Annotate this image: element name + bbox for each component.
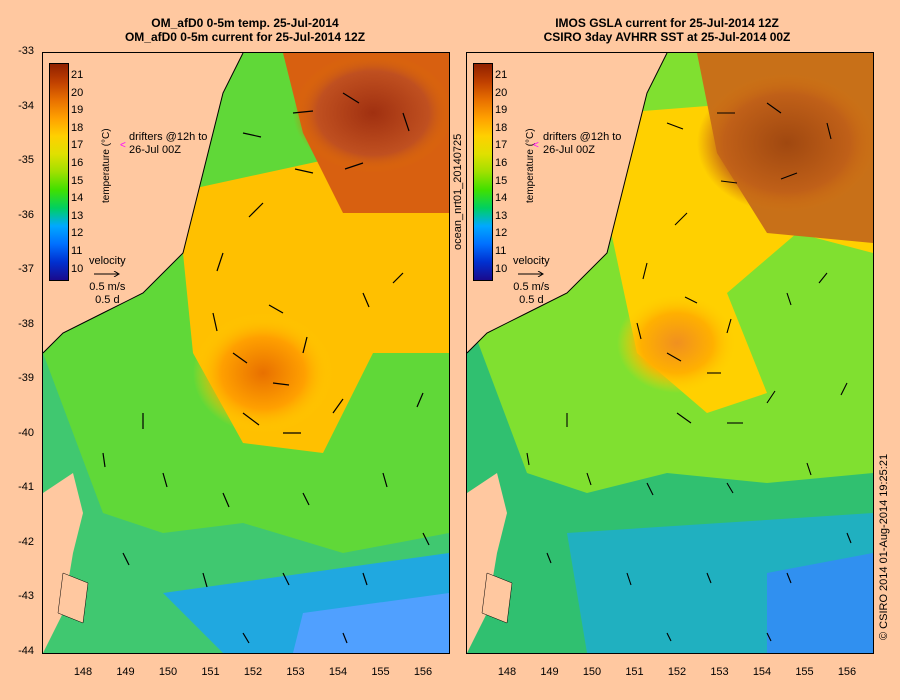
colorbar-tick: 16 [71,157,84,169]
left-sst-map [43,53,449,653]
right-drifters-line1: drifters @12h to [543,131,622,143]
lon-tick-label: 153 [286,666,305,678]
colorbar-tick: 20 [495,86,508,99]
lat-tick-label: -34 [18,99,34,112]
lon-tick-label: 149 [540,666,559,678]
left-drifters-line1: drifters @12h to [129,131,208,143]
left-velocity-speed: 0.5 m/s [89,281,126,293]
lon-tick-label: 149 [116,666,135,678]
colorbar-tick: 21 [495,69,508,81]
colorbar-tick: 11 [71,245,83,257]
colorbar-tick: 18 [495,121,508,134]
right-drifters-label: drifters @12h to 26-Jul 00Z [543,131,621,157]
right-map-panel: 21 20 19 18 17 16 15 14 13 12 11 10 temperature (°C… [466,52,874,654]
left-velocity-label: velocity [89,255,126,267]
lon-tick-label: 153 [710,666,729,678]
left-colorbar-title: temperature (°C) [101,128,112,203]
lat-tick-label: -41 [18,481,34,493]
right-velocity-label: velocity [513,255,550,267]
colorbar-tick: 12 [71,227,84,240]
lat-tick-label: -37 [18,263,34,275]
colorbar-tick: 17 [495,139,508,152]
left-drifters-label: drifters @12h to 26-Jul 00Z [129,131,207,157]
colorbar-tick: 13 [71,209,84,222]
left-title-line1: OM_afD0 0-5m temp. 25-Jul-2014 [151,16,339,30]
lat-tick-label: -36 [18,208,34,221]
right-colorbar [473,63,493,281]
left-colorbar-labels: 21 20 19 18 17 16 15 14 13 12 11 10 [71,63,101,283]
lon-tick-label: 148 [73,666,93,678]
right-title-line2: CSIRO 3day AVHRR SST at 25-Jul-2014 00Z [543,30,791,44]
lon-tick-label: 156 [413,666,433,678]
colorbar-tick: 14 [71,192,84,205]
left-panel-title: OM_afD0 0-5m temp. 25-Jul-2014 OM_afD0 0… [40,16,450,44]
lat-tick-label: -38 [18,317,34,330]
lon-tick-label: 154 [752,666,772,678]
left-colorbar [49,63,69,281]
right-velocity-time: 0.5 d [519,294,544,306]
lon-tick-label: 152 [667,666,687,678]
right-drifters-line2: 26-Jul 00Z [543,144,595,156]
lat-tick-label: -39 [18,372,34,384]
colorbar-tick: 15 [495,174,508,187]
left-drifter-marker: < [120,140,126,151]
lon-tick-label: 151 [625,666,644,678]
lon-tick-label: 156 [837,666,857,678]
colorbar-tick: 16 [495,157,508,169]
right-current-vectors [526,102,852,642]
colorbar-tick: 19 [71,104,84,117]
left-drifters-line2: 26-Jul 00Z [129,144,181,156]
left-velocity-arrow [94,270,121,278]
lon-tick-label: 151 [201,666,220,678]
lat-tick-label: -43 [18,590,34,602]
right-colorbar-labels: 21 20 19 18 17 16 15 14 13 12 11 10 [495,63,525,283]
dataset-side-label: ocean_nrt01_20140725 [452,133,464,250]
lat-tick-label: -35 [18,154,34,166]
colorbar-tick: 14 [495,192,508,205]
right-velocity-speed: 0.5 m/s [513,281,550,293]
colorbar-tick: 18 [71,121,84,134]
left-title-line2: OM_afD0 0-5m current for 25-Jul-2014 12Z [124,30,366,44]
lon-tick-label: 150 [158,666,178,678]
colorbar-tick: 15 [71,174,84,187]
copyright-timestamp: © CSIRO 2014 01-Aug-2014 19:25:21 [878,453,890,640]
right-velocity-legend: velocity 0.5 m/s 0.5 d [513,255,550,307]
left-velocity-legend: velocity 0.5 m/s 0.5 d [89,255,126,307]
lon-tick-label: 155 [795,666,814,678]
colorbar-tick: 19 [495,104,508,117]
colorbar-tick: 10 [495,262,508,275]
colorbar-tick: 10 [71,262,84,275]
colorbar-tick: 11 [495,245,507,257]
right-sst-map [467,53,873,653]
right-drifter-marker: < [533,140,539,151]
colorbar-tick: 21 [71,69,84,81]
left-current-vectors [102,92,430,644]
colorbar-tick: 12 [495,227,508,240]
left-velocity-time: 0.5 d [95,294,120,306]
lon-tick-label: 155 [371,666,390,678]
lon-tick-label: 148 [497,666,517,678]
lat-tick-label: -33 [18,45,34,57]
lat-tick-label: -44 [18,644,34,657]
colorbar-tick: 17 [71,139,84,152]
colorbar-tick: 13 [495,209,508,222]
left-map-panel: 21 20 19 18 17 16 15 14 13 12 11 10 temperature (°C… [42,52,450,654]
right-panel-title: IMOS GSLA current for 25-Jul-2014 12Z CS… [462,16,872,44]
lat-tick-label: -42 [18,535,34,548]
right-title-line1: IMOS GSLA current for 25-Jul-2014 12Z [555,16,779,30]
lon-tick-label: 154 [328,666,348,678]
right-velocity-arrow [518,270,545,278]
lat-tick-label: -40 [18,426,34,439]
colorbar-tick: 20 [71,86,84,99]
lon-tick-label: 150 [582,666,602,678]
lon-tick-label: 152 [243,666,263,678]
